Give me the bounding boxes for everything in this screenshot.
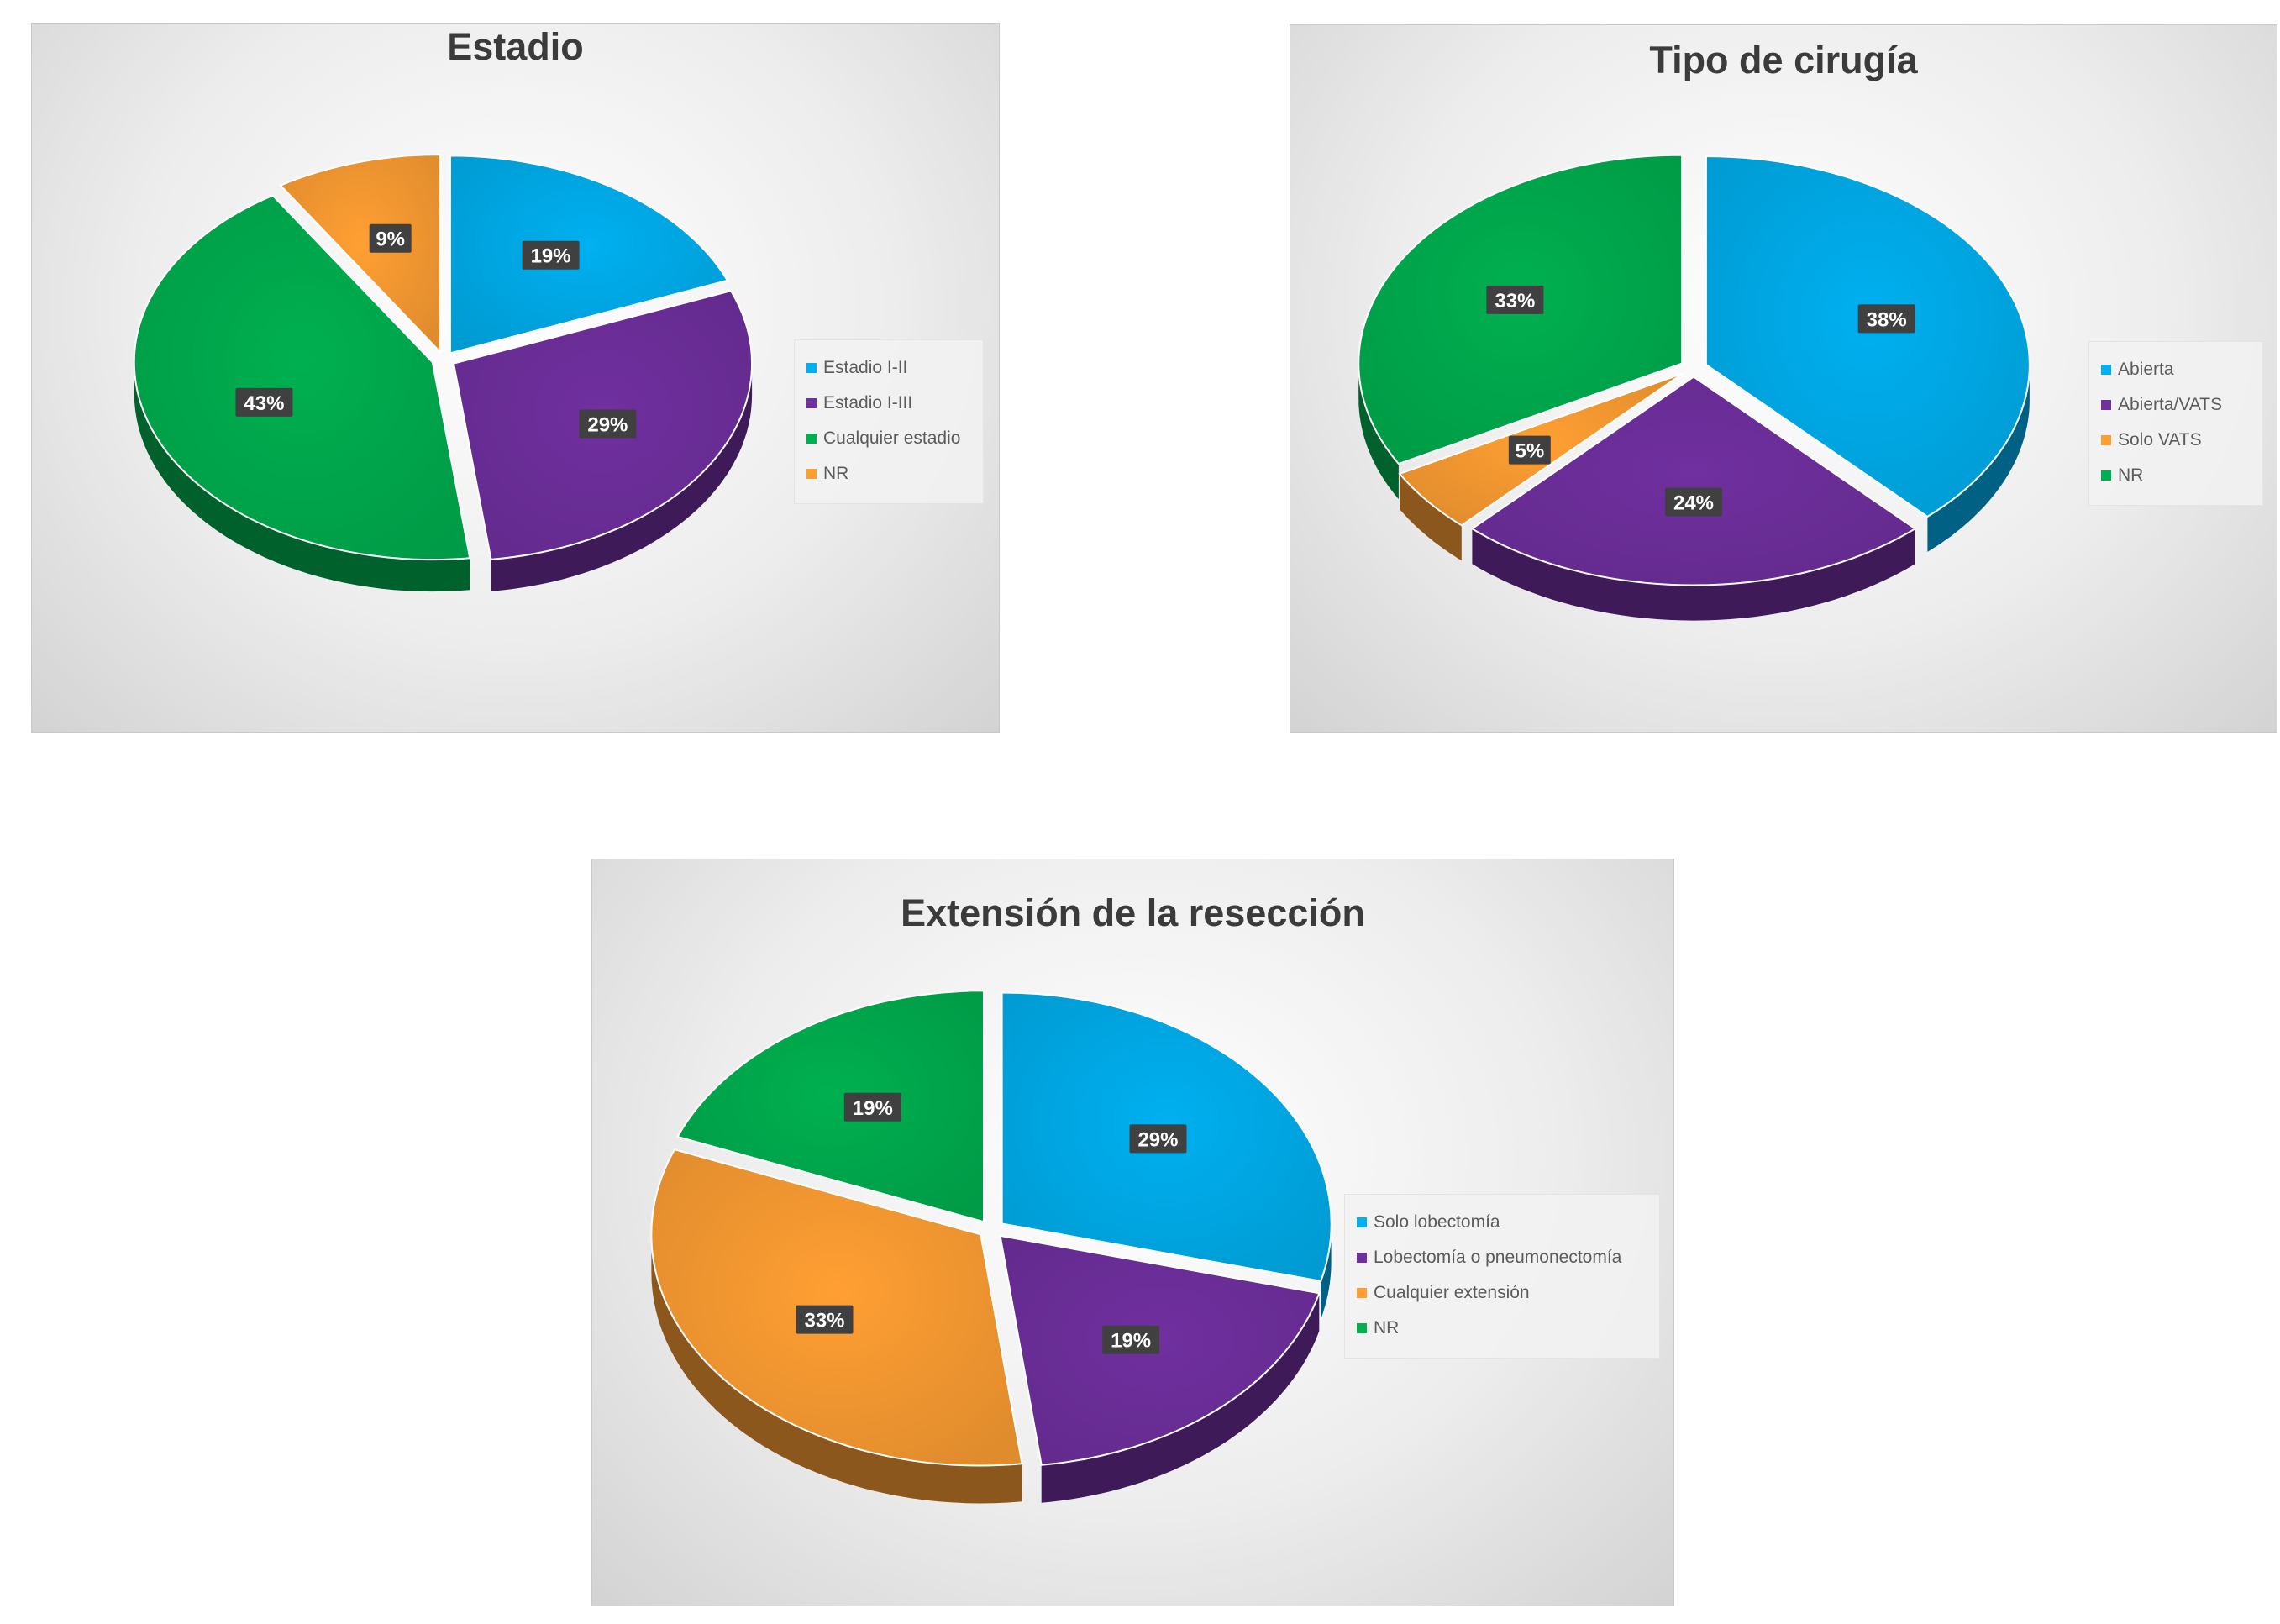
data-label-box — [1486, 285, 1544, 314]
legend-label: Solo lobectomía — [1374, 1212, 1500, 1232]
data-label-box — [579, 409, 637, 439]
chart-legend: Solo lobectomía Lobectomía o pneumonectom… — [1344, 1194, 1660, 1359]
legend-item: NR — [795, 456, 983, 491]
legend-label: Cualquier extensión — [1374, 1283, 1530, 1302]
legend-swatch — [806, 469, 817, 479]
pie-side-cualquier-estadio — [134, 362, 470, 592]
legend-swatch — [2101, 470, 2111, 481]
data-label-box — [1665, 487, 1722, 517]
data-label-box — [1857, 304, 1915, 334]
pie-chart-tipo-cirugia: 38% 24% 5% 33% — [1358, 154, 2030, 621]
legend-item: Lobectomía o pneumonectomía — [1345, 1240, 1659, 1275]
legend-swatch — [2101, 365, 2111, 375]
legend-label: Cualquier estadio — [823, 428, 961, 448]
data-label: 29% — [587, 413, 628, 436]
data-label-box — [1129, 1124, 1187, 1154]
data-label: 19% — [853, 1097, 893, 1120]
legend-swatch — [2101, 435, 2111, 445]
data-label: 29% — [1137, 1128, 1178, 1151]
legend-label: Estadio I-III — [823, 393, 913, 413]
chart-title: Extensión de la resección — [901, 891, 1365, 934]
pie-chart-estadio: 19% 29% 43% 9% — [133, 154, 754, 592]
legend-item: Cualquier estadio — [795, 421, 983, 456]
pie-side-solo-lobectomia — [1321, 1223, 1332, 1319]
legend-item: NR — [1345, 1311, 1659, 1346]
legend-item: NR — [2089, 458, 2262, 493]
legend-item: Abierta — [2089, 352, 2262, 387]
chart-title: Estadio — [447, 25, 584, 68]
data-label-box — [1102, 1325, 1160, 1354]
legend-item: Abierta/VATS — [2089, 387, 2262, 423]
legend-swatch — [2101, 400, 2111, 410]
legend-swatch — [1357, 1288, 1367, 1298]
data-label-box — [796, 1305, 854, 1334]
legend-label: Abierta/VATS — [2118, 395, 2223, 414]
data-label: 19% — [1111, 1330, 1151, 1353]
legend-label: Solo VATS — [2118, 430, 2202, 449]
data-label-box — [369, 223, 412, 253]
legend-swatch — [806, 398, 817, 408]
legend-swatch — [806, 363, 817, 373]
chart-legend: Abierta Abierta/VATS Solo VATS NR — [2088, 341, 2263, 506]
pie-side-nr — [1358, 363, 1399, 500]
chart-panel-estadio: Estadio 19% 29% 43% 9% Estadio I-II Estadio … — [31, 23, 1000, 733]
legend-label: Abierta — [2118, 360, 2174, 379]
pie-slice-abierta — [1705, 155, 2030, 518]
data-label: 24% — [1673, 491, 1714, 514]
chart-panel-tipo-cirugia: Tipo de cirugía 38% 24% 5% 33% Abierta Abier… — [1290, 24, 2277, 733]
chart-panel-extension-reseccion: Extensión de la resección 29% 19% 33% 19% S… — [591, 859, 1674, 1606]
legend-label: NR — [823, 464, 849, 483]
pie-slice-abierta-vats — [1470, 376, 1917, 586]
chart-legend: Estadio I-II Estadio I-III Cualquier estad… — [794, 339, 984, 504]
legend-swatch — [1357, 1217, 1367, 1227]
pie-slice-cualquier-estadio — [133, 194, 471, 561]
pie-slice-lobectomia-o-pneumonectomia — [999, 1234, 1321, 1466]
legend-item: Cualquier extensión — [1345, 1275, 1659, 1311]
data-label-box — [235, 387, 293, 417]
legend-item: Solo lobectomía — [1345, 1205, 1659, 1240]
pie-side-lobectomia-o-pneumonectomia — [1041, 1293, 1320, 1503]
pie-side-abierta-vats — [1472, 528, 1915, 621]
pie-slice-nr — [675, 990, 985, 1223]
data-label-box — [522, 240, 580, 270]
data-label: 33% — [1495, 290, 1535, 313]
legend-label: NR — [1374, 1318, 1400, 1338]
pie-side-cualquier-extension — [651, 1234, 1022, 1504]
legend-item: Estadio I-II — [795, 350, 983, 386]
pie-side-walls — [134, 362, 753, 592]
pie-side-estadio-i-iii — [491, 363, 753, 591]
data-label: 9% — [376, 229, 405, 251]
pie-slice-estadio-i-ii — [449, 155, 729, 355]
data-label: 38% — [1867, 308, 1907, 331]
pie-side-walls — [651, 1223, 1332, 1504]
data-label: 5% — [1515, 440, 1544, 463]
legend-label: Lobectomía o pneumonectomía — [1374, 1248, 1622, 1267]
chart-title: Tipo de cirugía — [1649, 39, 1918, 81]
data-label-box — [843, 1092, 901, 1122]
legend-swatch — [806, 434, 817, 444]
data-label-box — [1508, 435, 1551, 465]
data-label: 33% — [804, 1310, 844, 1332]
data-label: 43% — [244, 392, 284, 415]
pie-slice-nr — [279, 154, 442, 355]
pie-chart-extension-reseccion: 29% 19% 33% 19% — [650, 990, 1332, 1504]
data-label: 19% — [531, 245, 571, 268]
pie-side-abierta — [1927, 365, 2030, 552]
legend-label: NR — [2118, 465, 2144, 485]
legend-item: Estadio I-III — [795, 386, 983, 421]
legend-swatch — [1357, 1323, 1367, 1333]
pie-side-walls — [1358, 363, 2030, 621]
legend-swatch — [1357, 1253, 1367, 1263]
legend-label: Estadio I-II — [823, 358, 908, 377]
pie-side-solo-vats — [1400, 473, 1462, 561]
legend-item: Solo VATS — [2089, 423, 2262, 458]
